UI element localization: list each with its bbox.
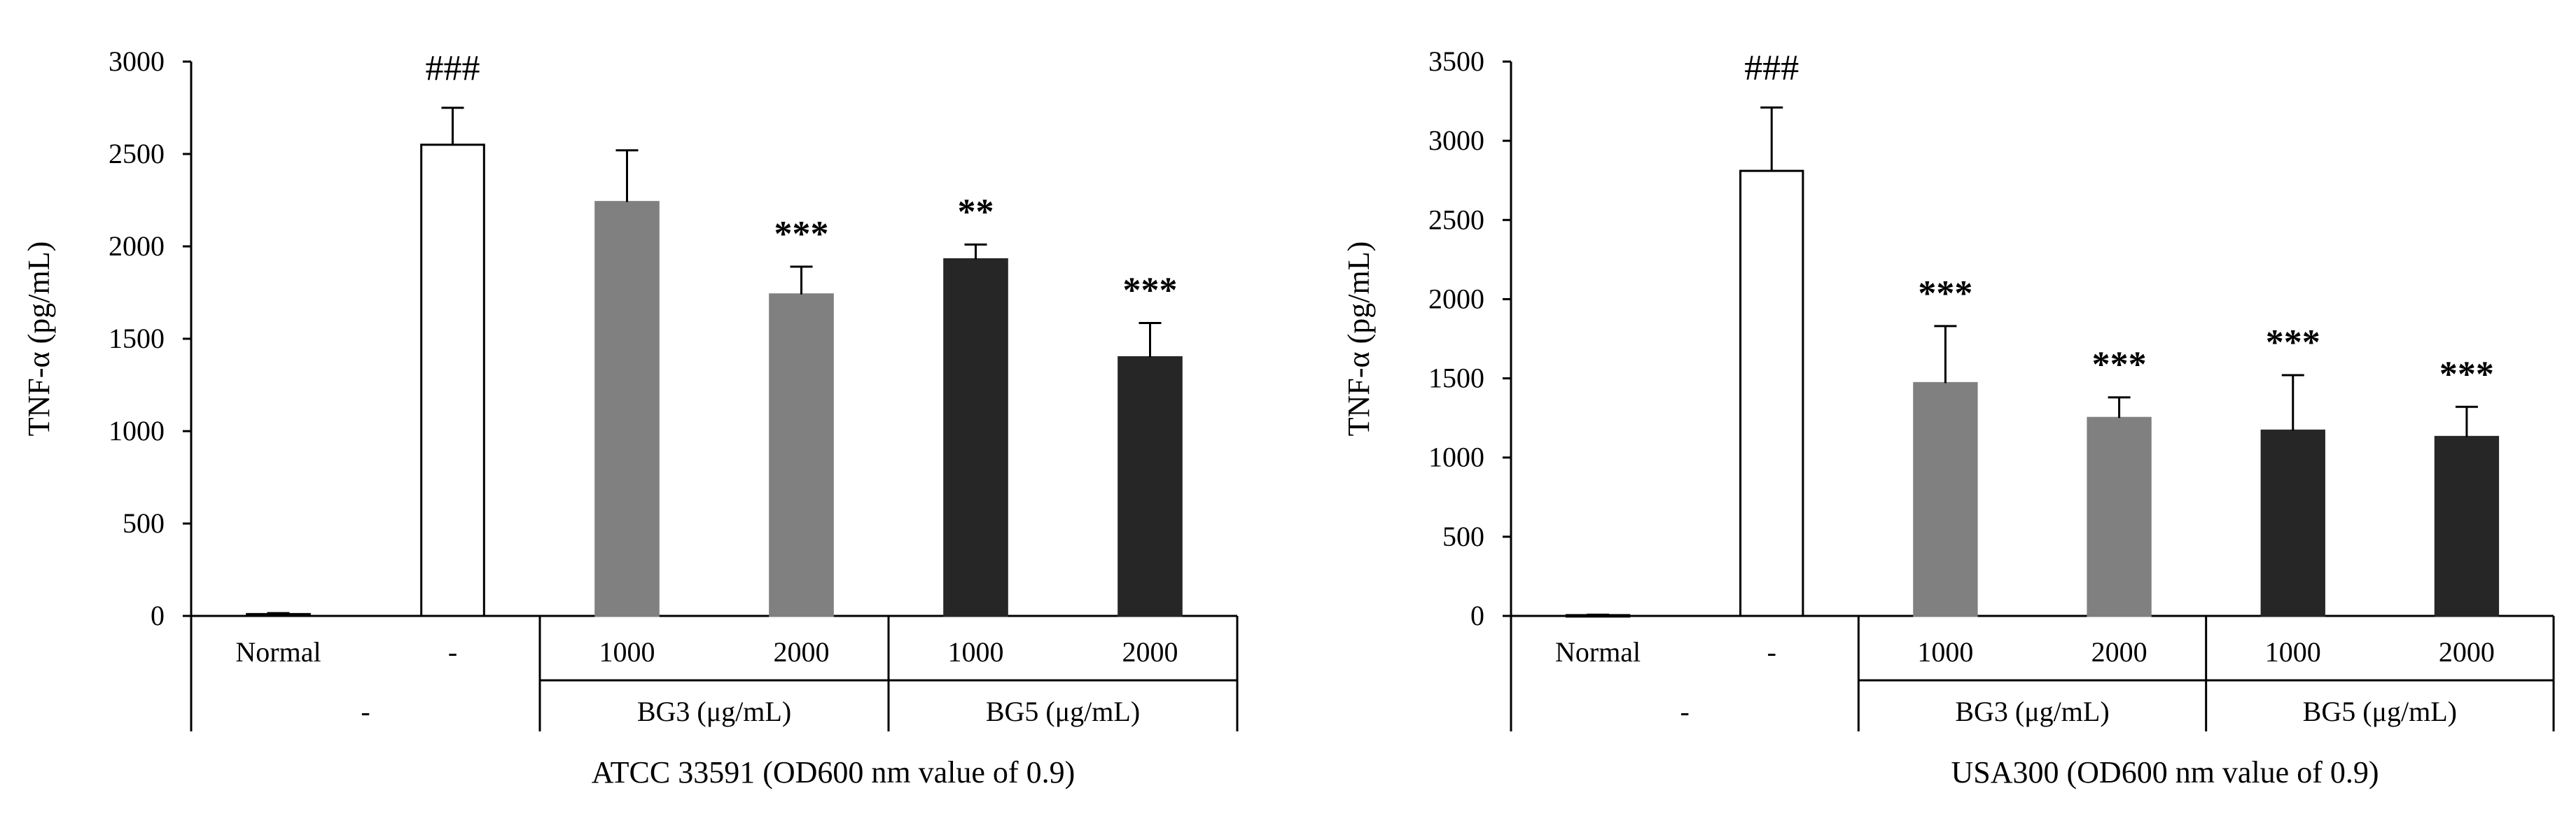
bar-4 [769, 293, 834, 617]
x-axis-caption: ATCC 33591 (OD600 nm value of 0.9) [592, 755, 1075, 790]
x-group-label: - [1680, 696, 1690, 727]
significance-label: ### [426, 48, 480, 88]
x-category-label: - [448, 636, 457, 668]
x-category-label: 2000 [2439, 636, 2495, 668]
x-category-label: 2000 [1122, 636, 1178, 668]
y-axis-label: TNF-α (pg/mL) [1342, 241, 1376, 436]
x-category-label: 1000 [599, 636, 655, 668]
x-category-label: Normal [1555, 636, 1641, 668]
x-axis-caption: USA300 (OD600 nm value of 0.9) [1951, 755, 2379, 790]
y-tick-label: 3000 [109, 45, 165, 77]
bar-5 [2260, 429, 2325, 617]
y-tick-label: 500 [123, 507, 165, 539]
y-tick-label: 1500 [1428, 363, 1484, 394]
x-category-label: 2000 [774, 636, 830, 668]
bar-3 [1913, 381, 1978, 617]
chart-2: 0 500 1000 1500 2000 2500 3000 3500 TNF-α (pg/mL… [1342, 45, 2555, 790]
y-tick-label: 3500 [1428, 45, 1484, 77]
significance-label: *** [1918, 274, 1972, 314]
y-tick-label: 3000 [1428, 125, 1484, 156]
y-tick-label: 500 [1442, 521, 1484, 552]
y-tick-label: 2500 [1428, 204, 1484, 235]
chart-1: 0 500 1000 1500 2000 2500 3000 TNF-α (pg/mL) Nor… [22, 45, 1239, 790]
y-tick-label: 1000 [109, 415, 165, 447]
x-group-label: BG5 (μg/mL) [2303, 696, 2457, 727]
y-tick-label: 1000 [1428, 442, 1484, 473]
x-category-label: 1000 [2265, 636, 2321, 668]
significance-label: *** [2266, 323, 2320, 363]
x-group-label: BG3 (μg/mL) [1955, 696, 2109, 727]
y-tick-label: 0 [1470, 600, 1484, 631]
x-group-label: - [361, 696, 370, 727]
y-axis-label: TNF-α (pg/mL) [22, 241, 56, 436]
x-category-label: 1000 [1917, 636, 1973, 668]
significance-label: *** [1123, 271, 1178, 311]
significance-label: *** [2092, 345, 2147, 385]
bar-3 [594, 201, 660, 617]
y-tick-label: 2000 [109, 230, 165, 262]
bar-2 [1739, 169, 1804, 617]
significance-label: ** [958, 192, 994, 232]
bar-6 [2434, 435, 2500, 617]
x-group-label: BG5 (μg/mL) [986, 696, 1140, 727]
bar-5 [943, 258, 1008, 617]
y-tick-label: 0 [151, 600, 165, 631]
significance-label: *** [774, 214, 829, 254]
x-group-label: BG3 (μg/mL) [637, 696, 791, 727]
x-category-label: Normal [235, 636, 321, 668]
y-tick-label: 2500 [109, 138, 165, 169]
bar-1 [246, 612, 311, 617]
x-category-label: - [1767, 636, 1776, 668]
y-tick-label: 1500 [109, 323, 165, 354]
significance-label: ### [1744, 48, 1799, 88]
x-category-label: 2000 [2091, 636, 2147, 668]
x-category-label: 1000 [948, 636, 1004, 668]
bar-6 [1118, 356, 1183, 617]
y-tick-label: 2000 [1428, 283, 1484, 314]
significance-label: *** [2439, 354, 2494, 394]
bar-4 [2087, 416, 2152, 617]
bar-2 [420, 143, 485, 617]
